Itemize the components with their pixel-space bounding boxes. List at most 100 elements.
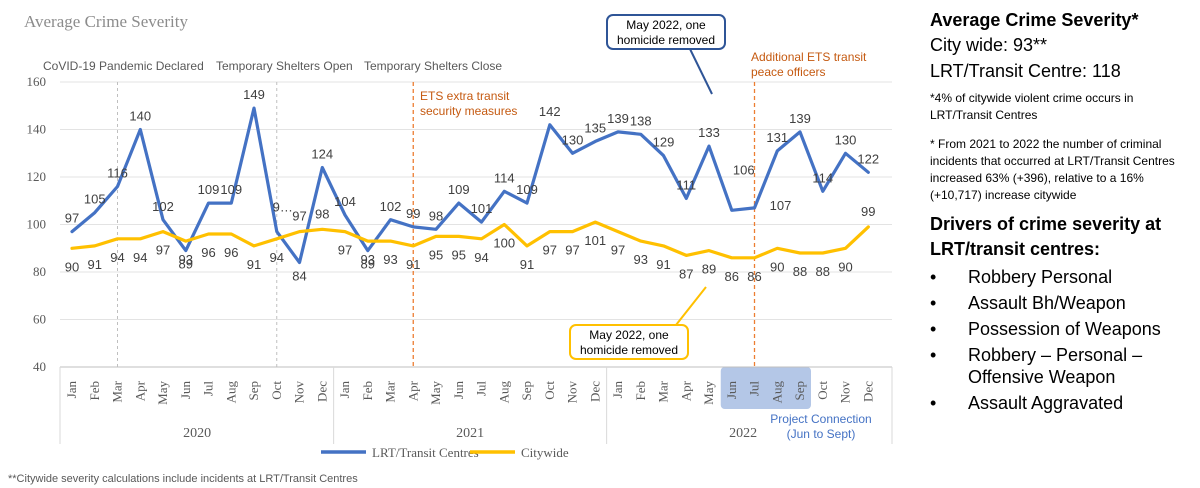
citywide-data-label: 96 <box>224 245 238 260</box>
footnote: **Citywide severity calculations include… <box>8 473 358 485</box>
driver-item: • Possession of Weapons <box>930 318 1198 340</box>
driver-item: • Robbery Personal <box>930 266 1198 288</box>
citywide-data-label: 91 <box>406 257 420 272</box>
x-tick-label: Jul <box>474 381 489 397</box>
citywide-data-label: 95 <box>452 247 466 262</box>
driver-label: Possession of Weapons <box>968 319 1161 339</box>
lrt-data-label: 105 <box>84 192 106 207</box>
x-tick-label: Apr <box>132 380 147 401</box>
x-tick-label: Mar <box>110 380 125 402</box>
project-connection-band <box>720 367 811 409</box>
bullet-icon: • <box>930 319 937 339</box>
x-tick-label: May <box>428 381 443 405</box>
x-tick-label: Mar <box>383 380 398 402</box>
citywide-data-label: 95 <box>429 247 443 262</box>
callout-box <box>606 14 726 50</box>
x-tick-label: Dec <box>587 381 602 402</box>
lrt-data-label: 122 <box>857 151 879 166</box>
citywide-data-label: 90 <box>65 259 79 274</box>
legend-label: LRT/Transit Centres <box>372 445 479 460</box>
lrt-stat: LRT/Transit Centre: 118 <box>930 61 1121 81</box>
x-tick-label: Jan <box>337 381 352 399</box>
callout-pointer <box>689 48 713 95</box>
callout-text: May 2022, one <box>589 328 669 342</box>
y-tick-label: 100 <box>27 217 47 232</box>
citywide-data-label: 100 <box>493 236 515 251</box>
lrt-series-line <box>70 106 870 265</box>
lrt-data-label: 114 <box>812 170 833 185</box>
lrt-data-label: 140 <box>129 109 151 124</box>
citywide-data-label: 90 <box>838 259 852 274</box>
citywide-data-label: 97 <box>543 243 557 258</box>
citywide-data-label: 94 <box>110 250 124 265</box>
citywide-data-label: 94 <box>474 250 488 265</box>
lrt-data-label: 109 <box>448 182 470 197</box>
driver-item: • Assault Aggravated <box>930 392 1198 414</box>
x-tick-label: Aug <box>496 381 511 404</box>
side-panel: Average Crime Severity* City wide: 93** … <box>930 8 1198 418</box>
driver-label: Robbery Personal <box>968 267 1113 287</box>
x-tick-label: Dec <box>314 381 329 402</box>
x-tick-label: Aug <box>769 381 784 404</box>
x-tick-label: Jun <box>724 381 739 400</box>
citywide-data-label: 88 <box>793 264 807 279</box>
x-tick-label: Jan <box>610 381 625 399</box>
citywide-data-label: 94 <box>133 250 147 265</box>
x-tick-label: Sep <box>792 381 807 401</box>
project-connection-label: (Jun to Sept) <box>787 427 856 441</box>
lrt-data-label: 89 <box>361 257 375 272</box>
x-tick-label: Jul <box>747 381 762 397</box>
citywide-data-label: 99 <box>861 204 875 219</box>
lrt-data-label: 124 <box>311 147 333 162</box>
x-tick-label: Dec <box>860 381 875 402</box>
driver-item: • Robbery – Personal – Offensive Weapon <box>930 344 1198 388</box>
bullet-icon: • <box>930 267 937 287</box>
citywide-data-label: 90 <box>770 259 784 274</box>
lrt-data-label: 130 <box>835 132 857 147</box>
drivers-heading: Drivers of crime severity at LRT/transit… <box>930 214 1162 259</box>
event-label: CoVID-19 Pandemic Declared <box>43 59 204 73</box>
y-tick-label: 80 <box>33 264 46 279</box>
x-tick-label: Jul <box>201 381 216 397</box>
callout-text: May 2022, one <box>626 18 706 32</box>
legend-label: Citywide <box>521 445 569 460</box>
callout-pointer <box>675 286 707 326</box>
x-tick-label: Oct <box>815 381 830 400</box>
lrt-data-label: 139 <box>607 111 629 126</box>
x-tick-label: Jun <box>451 381 466 400</box>
lrt-data-label: 9… <box>273 200 293 215</box>
y-tick-label: 60 <box>33 312 46 327</box>
bullet-icon: • <box>930 345 937 365</box>
y-tick-label: 40 <box>33 359 46 374</box>
drivers-list: • Robbery Personal • Assault Bh/Weapon • Po… <box>930 266 1198 414</box>
citywide-data-label: 91 <box>247 257 261 272</box>
lrt-data-label: 130 <box>562 132 584 147</box>
callout-box <box>569 324 689 360</box>
lrt-data-label: 138 <box>630 113 652 128</box>
driver-item: • Assault Bh/Weapon <box>930 292 1198 314</box>
year-label: 2020 <box>183 426 211 441</box>
citywide-data-label: 98 <box>315 206 329 221</box>
lrt-data-label: 84 <box>292 269 306 284</box>
callout-text: homicide removed <box>617 33 715 47</box>
citywide-data-label: 97 <box>338 243 352 258</box>
lrt-data-label: 109 <box>198 182 220 197</box>
citywide-data-label: 101 <box>584 233 606 248</box>
lrt-data-label: 149 <box>243 87 265 102</box>
measure-note: ETS extra transit <box>420 89 510 103</box>
x-tick-label: Oct <box>542 381 557 400</box>
x-tick-label: Oct <box>269 381 284 400</box>
panel-title: Average Crime Severity* <box>930 10 1139 30</box>
citywide-data-label: 97 <box>565 243 579 258</box>
chart-title: Average Crime Severity <box>24 12 188 31</box>
x-tick-label: Nov <box>838 381 853 404</box>
lrt-data-label: 133 <box>698 125 720 140</box>
year-label: 2021 <box>456 426 484 441</box>
citywide-data-label: 94 <box>270 250 284 265</box>
x-tick-label: May <box>701 381 716 405</box>
lrt-data-label: 102 <box>152 199 174 214</box>
lrt-data-label: 101 <box>471 201 493 216</box>
bullet-icon: • <box>930 393 937 413</box>
lrt-data-label: 114 <box>494 170 515 185</box>
lrt-data-label: 102 <box>380 199 402 214</box>
